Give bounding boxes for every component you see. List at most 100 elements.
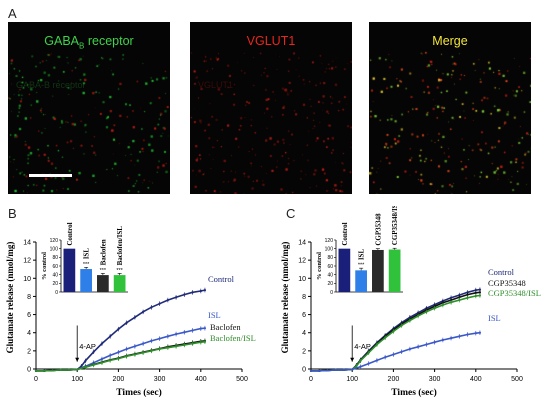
series-line <box>36 341 205 372</box>
series-point <box>183 293 186 296</box>
series-point <box>191 342 194 345</box>
series-line <box>311 331 480 372</box>
inset-category-label: CGP35348/ISL <box>391 206 399 245</box>
series-point <box>466 296 469 299</box>
series-point <box>34 369 38 372</box>
x-tick-label: 300 <box>429 376 441 383</box>
series-point <box>458 335 461 338</box>
series-label: Control <box>208 274 235 284</box>
x-tick-label: 500 <box>511 376 523 383</box>
series-point <box>408 347 411 351</box>
micrograph-vglut1: VGLUT1 VGLUT1 <box>190 22 352 194</box>
series-point <box>449 301 453 304</box>
series-point <box>183 343 186 347</box>
y-tick-label: 0 <box>27 367 31 374</box>
series-point <box>474 288 477 292</box>
series-point <box>309 369 313 372</box>
y-tick-label: 12 <box>298 258 306 265</box>
series-line <box>311 291 480 372</box>
inset-y-tick-label: 100 <box>50 246 59 252</box>
y-tick-label: 10 <box>23 276 31 283</box>
inset-y-tick-label: 80 <box>327 255 333 261</box>
inset-y-tick-label: 20 <box>52 281 58 287</box>
series-point <box>76 368 79 371</box>
series-point <box>203 288 207 292</box>
inset-y-label: % control <box>41 252 48 280</box>
series-point <box>359 365 362 368</box>
x-tick-label: 400 <box>470 376 482 383</box>
y-tick-label: 6 <box>27 312 31 319</box>
y-axis-label: Glutamate release (nmol/mg) <box>280 242 290 354</box>
series-point <box>466 293 469 296</box>
series-point <box>375 359 379 362</box>
y-tick-label: 10 <box>298 276 306 283</box>
series-point <box>392 353 395 356</box>
series-point <box>191 329 194 332</box>
series-point <box>117 327 120 331</box>
series-point <box>67 368 71 372</box>
micrograph-vglut1-puncta <box>190 22 352 194</box>
inset-y-tick-label: 40 <box>327 272 333 278</box>
y-tick-label: 2 <box>302 348 306 355</box>
y-tick-label: 4 <box>27 330 31 337</box>
series-point <box>449 298 453 302</box>
series-point <box>174 345 178 348</box>
y-tick-label: 14 <box>23 240 31 247</box>
inset-y-tick-label: 100 <box>325 246 334 252</box>
x-tick-label: 0 <box>34 376 38 383</box>
series-point <box>392 330 395 333</box>
series-point <box>199 341 202 344</box>
series-point <box>375 343 379 346</box>
x-tick-label: 100 <box>346 376 358 383</box>
series-point <box>326 369 329 372</box>
series-label: CGP35348 <box>488 278 526 288</box>
inset-category-label: Control <box>341 222 349 245</box>
series-point <box>59 368 62 372</box>
series-point <box>125 347 128 351</box>
inset-y-tick-label: 20 <box>327 281 333 287</box>
series-point <box>441 301 444 304</box>
series-point <box>441 338 444 342</box>
inset-y-tick-label: 40 <box>52 272 58 278</box>
y-tick-label: 2 <box>27 348 31 355</box>
y-tick-label: 0 <box>302 367 306 374</box>
series-point <box>400 324 403 327</box>
x-axis-label: Times (sec) <box>116 387 161 398</box>
series-point <box>400 350 403 353</box>
inset-y-tick-label: 80 <box>52 255 58 261</box>
series-point <box>100 357 104 361</box>
y-tick-label: 12 <box>23 258 31 265</box>
series-point <box>425 343 428 346</box>
gabab-title-main: GABA <box>44 34 80 48</box>
x-axis-label: Times (sec) <box>391 387 436 398</box>
y-tick-label: 6 <box>302 312 306 319</box>
series-point <box>174 296 178 299</box>
series-point <box>133 345 136 348</box>
merge-title-main: Merge <box>432 34 468 48</box>
series-point <box>466 291 469 294</box>
stimulus-label: 4-AP <box>79 342 96 351</box>
series-point <box>433 307 436 310</box>
series-point <box>384 336 387 339</box>
series-point <box>133 353 136 356</box>
inset-bar <box>355 270 367 292</box>
stimulus-arrowhead <box>350 357 355 362</box>
inset-bar <box>80 269 92 292</box>
series-point <box>203 340 207 343</box>
series-point <box>478 288 482 291</box>
series-point <box>342 368 346 372</box>
panel-c-label: C <box>286 206 296 221</box>
series-point <box>125 321 128 324</box>
series-point <box>100 361 104 364</box>
series-point <box>449 296 453 299</box>
series-point <box>84 366 87 369</box>
series-label: CGP35348/ISL <box>488 288 541 298</box>
inset-y-label: % control <box>316 252 323 280</box>
micrograph-gabab: GABAB receptor GABA-B receptor <box>8 22 170 194</box>
inset-category-label: ISL <box>83 248 91 260</box>
inset-bar <box>372 249 384 292</box>
stimulus-arrowhead <box>75 357 80 362</box>
series-point <box>84 359 87 362</box>
series-point <box>199 289 202 293</box>
